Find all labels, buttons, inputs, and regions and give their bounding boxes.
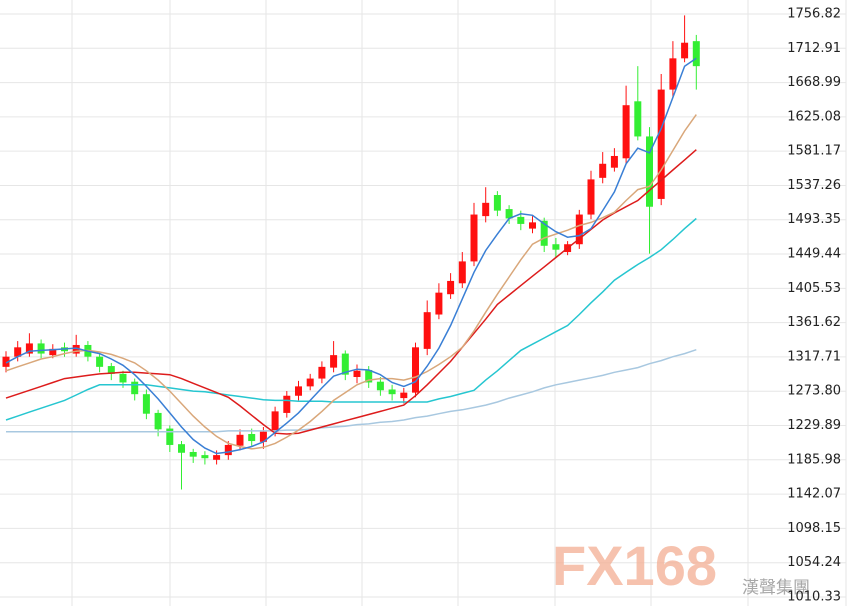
- candle-body: [493, 195, 501, 211]
- candle-body: [2, 356, 10, 367]
- y-tick-label: 1273.80: [787, 384, 841, 399]
- candle-body: [213, 455, 221, 460]
- candle-body: [423, 312, 431, 349]
- candle-body: [178, 444, 185, 453]
- candle-body: [505, 209, 513, 219]
- candle-body: [236, 434, 244, 446]
- candle-body: [376, 381, 384, 391]
- candle-body: [201, 455, 209, 459]
- candle-body: [271, 411, 279, 432]
- y-tick-label: 1010.33: [787, 589, 841, 604]
- candle-body: [482, 202, 490, 217]
- y-tick-label: 1449.44: [787, 247, 841, 262]
- y-tick-label: 1537.26: [787, 178, 841, 193]
- candle-body: [37, 343, 45, 354]
- candle-body: [353, 370, 361, 378]
- candle-body: [189, 451, 197, 457]
- candle-body: [166, 428, 174, 445]
- candle-body: [447, 280, 455, 295]
- candle-body: [400, 392, 408, 399]
- candle-body: [529, 222, 536, 229]
- y-tick-label: 1668.99: [787, 75, 841, 90]
- candle-body: [646, 136, 653, 207]
- y-tick-label: 1756.82: [787, 6, 841, 21]
- moving-average-line: [5, 114, 697, 450]
- moving-average-line: [5, 149, 697, 435]
- candle-body: [435, 292, 443, 315]
- candle-body: [49, 348, 57, 356]
- candle-body: [575, 214, 583, 245]
- candle-body: [610, 155, 618, 168]
- candle-body: [412, 347, 419, 393]
- y-tick-label: 1405.53: [787, 281, 841, 296]
- candle-body: [330, 355, 338, 368]
- candle-body: [318, 366, 326, 379]
- y-tick-label: 1317.71: [787, 349, 841, 364]
- y-tick-label: 1229.89: [787, 418, 841, 433]
- y-tick-label: 1493.35: [787, 212, 841, 227]
- candle-body: [119, 373, 127, 383]
- candle-body: [587, 179, 595, 215]
- candle-body: [224, 444, 232, 456]
- candle-body: [295, 386, 302, 396]
- candle-body: [341, 353, 349, 375]
- moving-average-line: [6, 348, 697, 433]
- candle-body: [388, 389, 396, 395]
- y-tick-label: 1581.17: [787, 144, 841, 159]
- candle-body: [25, 343, 33, 354]
- y-tick-label: 1054.24: [787, 555, 841, 570]
- y-tick-label: 1625.08: [787, 109, 841, 124]
- candle-body: [470, 214, 478, 262]
- candle-body: [142, 394, 150, 414]
- watermark-logo: FX168: [552, 534, 717, 597]
- candle-body: [248, 434, 256, 442]
- candle-body: [669, 58, 677, 90]
- candle-body: [14, 347, 22, 357]
- moving-average-line: [5, 217, 697, 421]
- candle-body: [131, 381, 139, 395]
- candle-body: [154, 412, 162, 430]
- candle-body: [622, 105, 630, 159]
- candle-body: [283, 395, 291, 413]
- candle-body: [107, 366, 115, 374]
- moving-average-line: [5, 57, 697, 455]
- plot: [2, 15, 700, 490]
- candle-body: [517, 216, 525, 224]
- candle-body: [540, 220, 548, 246]
- y-tick-label: 1142.07: [787, 487, 841, 502]
- candle-body: [552, 244, 560, 250]
- watermark-company: 漢聲集團: [742, 578, 810, 598]
- y-tick-label: 1361.62: [787, 315, 841, 330]
- candle-body: [692, 41, 700, 67]
- candle-body: [259, 431, 267, 442]
- y-tick-label: 1185.98: [787, 452, 841, 467]
- candle-body: [96, 356, 104, 367]
- candle-body: [599, 163, 607, 178]
- candle-body: [306, 378, 314, 387]
- candle-body: [458, 261, 466, 284]
- candle-body: [681, 42, 689, 59]
- candle-body: [657, 89, 665, 199]
- candle-body: [365, 369, 373, 383]
- candle-body: [634, 101, 642, 137]
- candle-body: [72, 344, 80, 354]
- y-tick-label: 1712.91: [787, 41, 841, 56]
- y-tick-label: 1098.15: [787, 521, 841, 536]
